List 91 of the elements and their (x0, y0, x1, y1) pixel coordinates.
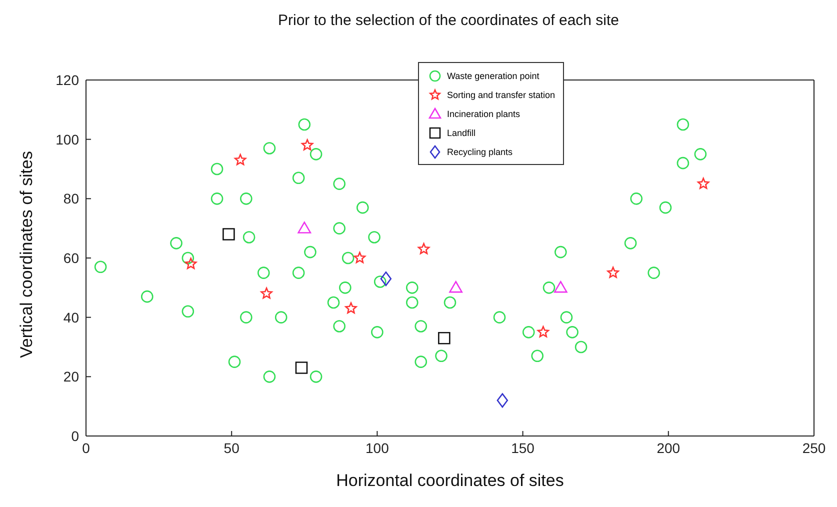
x-tick-label: 50 (224, 440, 240, 456)
point (170, 237, 182, 250)
point (406, 296, 418, 309)
point (449, 280, 463, 293)
legend-label: Waste generation point (447, 70, 540, 80)
point (210, 192, 224, 205)
point (298, 118, 311, 131)
point (339, 282, 352, 294)
point (298, 222, 312, 234)
y-tick-label: 40 (63, 309, 80, 326)
point (94, 260, 107, 274)
point (301, 139, 314, 150)
point (418, 242, 430, 254)
point (263, 370, 276, 383)
point (210, 162, 224, 176)
point (560, 311, 573, 324)
chart-title: Prior to the selection of the coordinates of each site (276, 11, 620, 31)
point (240, 192, 252, 205)
point (327, 296, 340, 309)
x-axis-title: Horizontal coordinates of sites (336, 471, 564, 490)
x-tick-label: 150 (511, 440, 535, 456)
y-tick-label: 120 (56, 72, 80, 88)
point (260, 287, 272, 299)
point (263, 142, 276, 154)
y-tick-label: 100 (56, 131, 80, 148)
point (694, 148, 707, 160)
point (406, 282, 418, 294)
point (333, 222, 346, 234)
y-tick-label: 20 (63, 368, 80, 385)
point (182, 305, 194, 318)
legend-label: Incineration plants (447, 108, 520, 118)
point (574, 340, 588, 354)
legend-label: Recycling plants (447, 146, 513, 156)
point (496, 393, 508, 408)
point (222, 228, 235, 240)
point (310, 148, 322, 160)
point (380, 272, 392, 286)
point (141, 290, 154, 303)
point (374, 276, 386, 288)
point (697, 178, 710, 189)
x-tick-label: 0 (82, 440, 90, 456)
point (414, 320, 428, 332)
point (257, 266, 270, 279)
y-tick-label: 60 (63, 250, 80, 266)
point (234, 154, 246, 166)
point (438, 332, 450, 344)
point (624, 237, 637, 250)
point (542, 282, 556, 294)
x-tick-label: 200 (656, 440, 680, 456)
x-tick-label: 100 (366, 440, 390, 456)
point (333, 320, 346, 332)
point (414, 356, 428, 368)
point (493, 311, 506, 324)
point (345, 302, 357, 314)
point (554, 246, 567, 258)
point (659, 201, 672, 214)
point (676, 156, 690, 170)
y-axis-title: Vertical coordinates of sites (17, 151, 36, 358)
point (630, 192, 643, 205)
point (522, 326, 535, 338)
point (444, 296, 456, 309)
point (607, 266, 619, 278)
y-tick-label: 80 (63, 190, 80, 207)
point (292, 266, 305, 279)
point (310, 370, 322, 383)
point (435, 350, 448, 362)
point (531, 350, 544, 362)
point (566, 326, 578, 338)
point (356, 201, 369, 214)
point (368, 231, 380, 244)
point (354, 252, 366, 264)
point (333, 178, 346, 190)
y-tick-label: 0 (71, 428, 80, 444)
point (676, 118, 690, 131)
point (304, 246, 316, 258)
point (228, 356, 241, 368)
point (295, 362, 308, 374)
point (342, 252, 354, 264)
point (648, 266, 660, 279)
point (537, 326, 550, 338)
legend-label: Sorting and transfer station (447, 90, 556, 100)
point (242, 231, 256, 244)
point (274, 311, 288, 324)
point (292, 172, 305, 184)
point (554, 280, 568, 293)
point (182, 252, 194, 264)
point (184, 258, 197, 270)
legend-label: Landfill (447, 128, 476, 138)
point (240, 311, 252, 324)
x-tick-label: 250 (802, 440, 826, 456)
point (371, 326, 384, 338)
